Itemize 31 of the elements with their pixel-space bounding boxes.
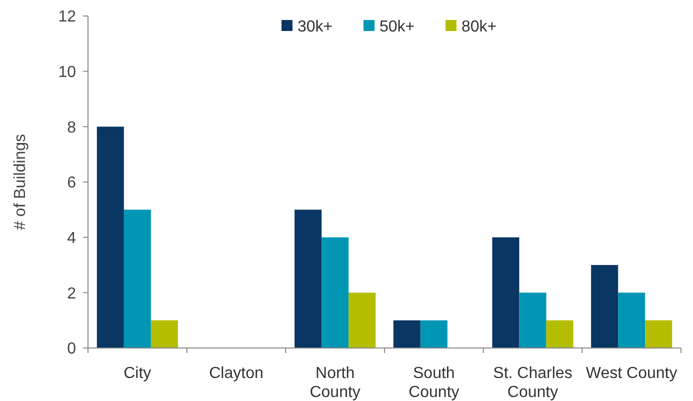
bar <box>294 210 322 348</box>
legend-label: 30k+ <box>298 18 333 36</box>
legend-label: 80k+ <box>462 18 497 36</box>
y-tick-label: 8 <box>67 119 76 136</box>
y-tick-label: 10 <box>58 64 76 81</box>
x-tick-label: Clayton <box>209 365 264 382</box>
bar <box>618 292 646 348</box>
x-tick-label: North County <box>310 365 360 401</box>
bar <box>150 320 178 348</box>
y-tick-label: 4 <box>67 230 76 247</box>
x-tick-label: St. Charles County <box>493 365 572 401</box>
bar <box>591 265 618 348</box>
bar <box>546 320 574 348</box>
x-tick-label: West County <box>586 365 678 382</box>
bar <box>124 210 151 348</box>
x-tick-label: City <box>124 365 152 382</box>
bar <box>96 126 124 348</box>
bar <box>645 320 672 348</box>
bar <box>393 320 420 348</box>
bar <box>322 237 349 348</box>
y-axis-title: # of Buildings <box>12 134 29 230</box>
y-tick-label: 12 <box>58 8 76 26</box>
y-tick-label: 0 <box>67 340 76 358</box>
bar <box>519 292 546 348</box>
legend-label: 50k+ <box>380 18 415 36</box>
bar <box>492 237 520 348</box>
x-tick-label: South County <box>408 365 460 401</box>
y-tick-label: 2 <box>67 285 76 302</box>
y-tick-label: 6 <box>67 174 76 192</box>
bar <box>420 320 448 348</box>
bar <box>348 292 376 348</box>
